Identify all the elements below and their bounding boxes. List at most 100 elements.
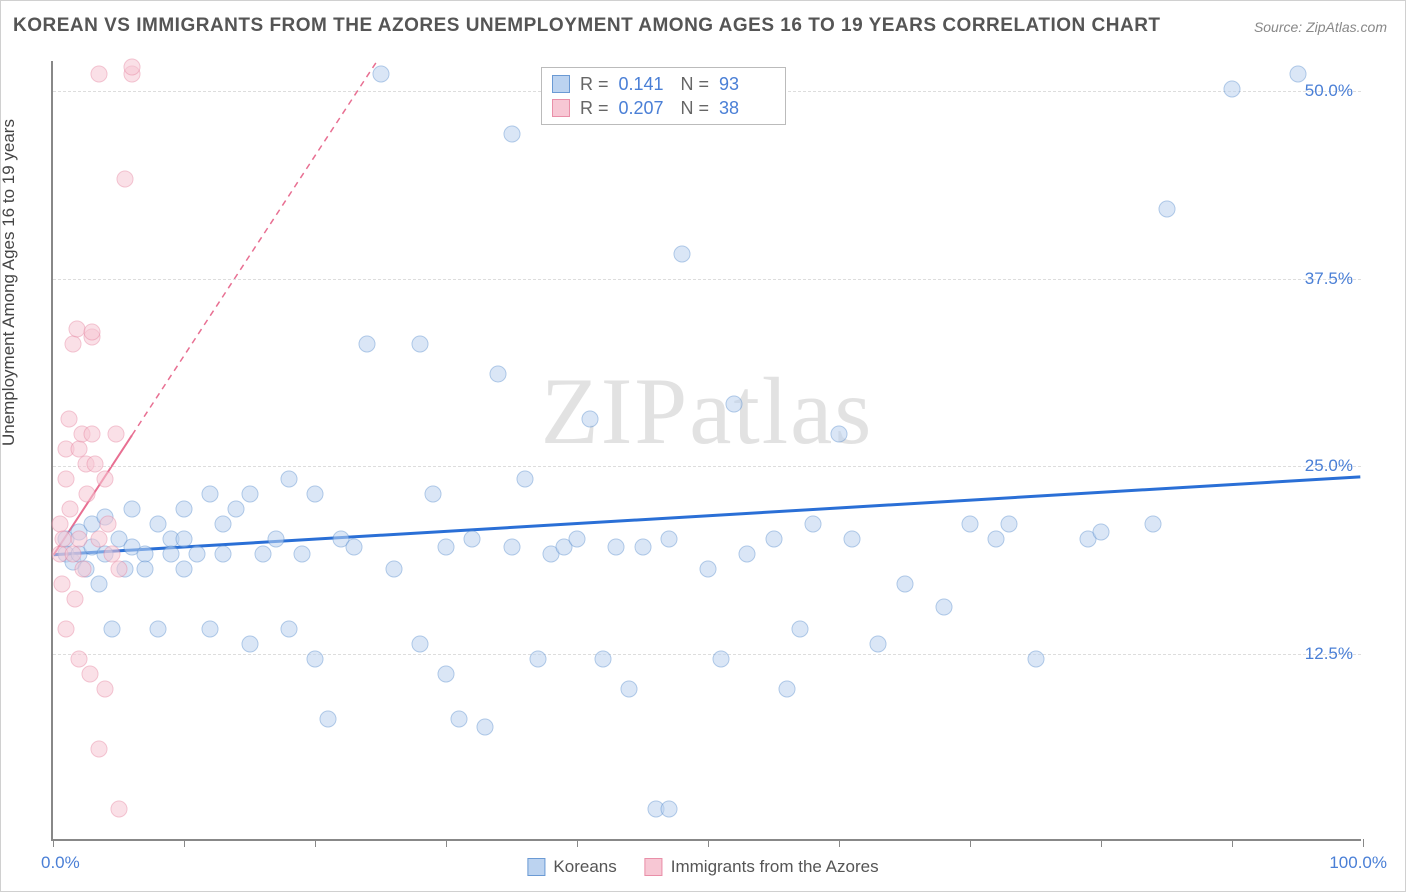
data-point — [988, 531, 1005, 548]
data-point — [503, 538, 520, 555]
x-tick — [53, 839, 54, 847]
data-point — [228, 501, 245, 518]
data-point — [490, 366, 507, 383]
gridline — [53, 466, 1361, 467]
data-point — [100, 516, 117, 533]
y-tick-label: 37.5% — [1305, 269, 1353, 289]
data-point — [71, 651, 88, 668]
data-point — [86, 456, 103, 473]
x-tick — [708, 839, 709, 847]
data-point — [1289, 66, 1306, 83]
data-point — [307, 651, 324, 668]
data-point — [411, 336, 428, 353]
data-point — [424, 486, 441, 503]
trend-lines — [53, 61, 1361, 839]
data-point — [67, 591, 84, 608]
swatch-koreans — [552, 75, 570, 93]
data-point — [464, 531, 481, 548]
data-point — [569, 531, 586, 548]
y-tick-label: 12.5% — [1305, 644, 1353, 664]
data-point — [75, 561, 92, 578]
x-origin-label: 0.0% — [41, 853, 80, 873]
data-point — [621, 681, 638, 698]
data-point — [503, 126, 520, 143]
data-point — [254, 546, 271, 563]
data-point — [84, 426, 101, 443]
data-point — [1145, 516, 1162, 533]
data-point — [215, 546, 232, 563]
data-point — [516, 471, 533, 488]
n-value: 93 — [719, 72, 771, 96]
data-point — [71, 531, 88, 548]
data-point — [107, 426, 124, 443]
data-point — [385, 561, 402, 578]
x-max-label: 100.0% — [1329, 853, 1387, 873]
data-point — [477, 718, 494, 735]
data-point — [896, 576, 913, 593]
data-point — [176, 501, 193, 518]
data-point — [241, 486, 258, 503]
data-point — [267, 531, 284, 548]
r-value: 0.207 — [619, 96, 671, 120]
source-attribution: Source: ZipAtlas.com — [1254, 19, 1387, 35]
data-point — [359, 336, 376, 353]
data-point — [870, 636, 887, 653]
data-point — [713, 651, 730, 668]
data-point — [90, 741, 107, 758]
data-point — [595, 651, 612, 668]
data-point — [726, 396, 743, 413]
y-tick-label: 50.0% — [1305, 81, 1353, 101]
data-point — [90, 576, 107, 593]
data-point — [634, 538, 651, 555]
data-point — [962, 516, 979, 533]
data-point — [280, 471, 297, 488]
data-point — [804, 516, 821, 533]
data-point — [241, 636, 258, 653]
n-label: N = — [681, 96, 710, 120]
data-point — [79, 486, 96, 503]
data-point — [844, 531, 861, 548]
data-point — [1093, 523, 1110, 540]
gridline — [53, 654, 1361, 655]
x-tick — [1101, 839, 1102, 847]
data-point — [123, 501, 140, 518]
legend-item-koreans: Koreans — [527, 857, 616, 877]
x-tick — [970, 839, 971, 847]
data-point — [110, 561, 127, 578]
data-point — [54, 576, 71, 593]
data-point — [280, 621, 297, 638]
data-point — [215, 516, 232, 533]
x-tick — [1363, 839, 1364, 847]
data-point — [700, 561, 717, 578]
y-tick-label: 25.0% — [1305, 456, 1353, 476]
x-tick — [184, 839, 185, 847]
data-point — [438, 538, 455, 555]
n-label: N = — [681, 72, 710, 96]
x-tick — [446, 839, 447, 847]
chart-container: KOREAN VS IMMIGRANTS FROM THE AZORES UNE… — [0, 0, 1406, 892]
data-point — [778, 681, 795, 698]
data-point — [81, 666, 98, 683]
data-point — [162, 546, 179, 563]
r-label: R = — [580, 72, 609, 96]
plot-area: ZIPatlas 12.5%25.0%37.5%50.0% — [51, 61, 1361, 841]
x-tick — [577, 839, 578, 847]
data-point — [189, 546, 206, 563]
swatch-azores — [552, 99, 570, 117]
data-point — [320, 711, 337, 728]
data-point — [529, 651, 546, 668]
data-point — [176, 561, 193, 578]
x-tick — [315, 839, 316, 847]
data-point — [58, 471, 75, 488]
swatch-azores — [645, 858, 663, 876]
data-point — [739, 546, 756, 563]
data-point — [346, 538, 363, 555]
r-label: R = — [580, 96, 609, 120]
data-point — [582, 411, 599, 428]
gridline — [53, 279, 1361, 280]
data-point — [372, 66, 389, 83]
data-point — [202, 621, 219, 638]
data-point — [608, 538, 625, 555]
x-tick — [839, 839, 840, 847]
data-point — [765, 531, 782, 548]
